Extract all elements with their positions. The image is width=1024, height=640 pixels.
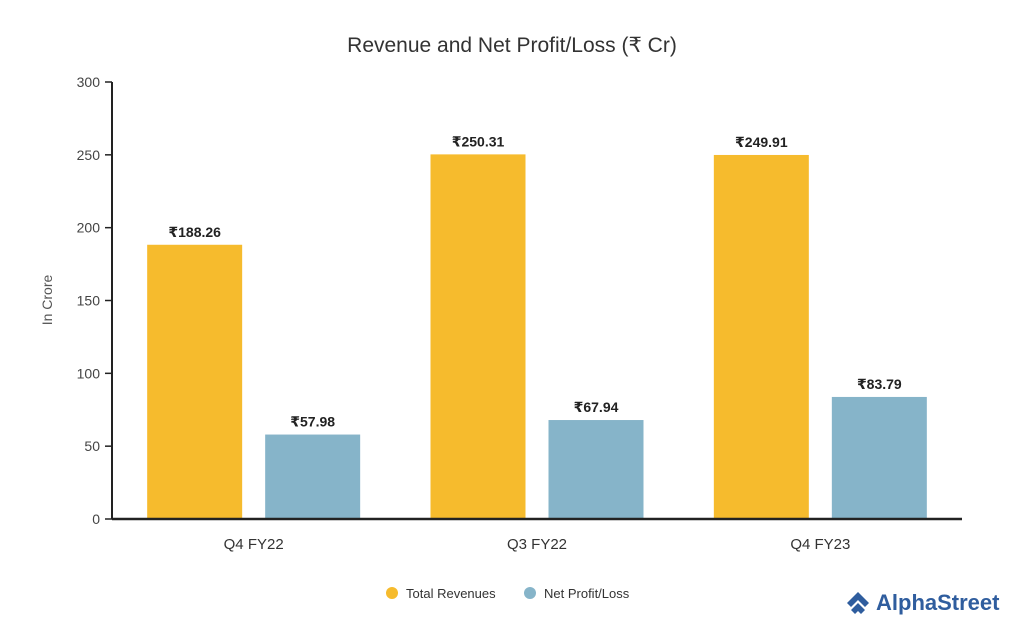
bar-net-profit-loss-2 xyxy=(831,396,927,519)
y-axis-title: In Crore xyxy=(39,275,55,326)
brand-name: AlphaStreet xyxy=(876,590,1000,615)
legend-swatch xyxy=(386,587,398,599)
legend-swatch xyxy=(524,587,536,599)
bar-net-profit-loss-0 xyxy=(265,434,361,519)
y-tick-label: 300 xyxy=(77,74,101,90)
alphastreet-logo-icon xyxy=(847,592,869,607)
x-category-label: Q4 FY22 xyxy=(224,536,284,553)
y-tick-label: 0 xyxy=(92,511,100,527)
x-category-label: Q3 FY22 xyxy=(507,536,567,553)
data-label: ₹188.26 xyxy=(168,224,221,240)
brand-logo: AlphaStreet xyxy=(847,590,1000,615)
legend-label: Total Revenues xyxy=(406,586,496,601)
data-label: ₹83.79 xyxy=(857,376,902,392)
bar-total-revenues-0 xyxy=(147,244,243,519)
y-tick-label: 150 xyxy=(77,293,101,309)
data-label: ₹249.91 xyxy=(735,134,788,150)
y-tick-label: 50 xyxy=(84,438,100,454)
y-tick-label: 200 xyxy=(77,220,101,236)
alphastreet-logo-icon-lower xyxy=(851,603,865,614)
bar-total-revenues-2 xyxy=(713,154,809,520)
data-label: ₹57.98 xyxy=(290,414,335,430)
bar-net-profit-loss-1 xyxy=(548,420,644,519)
legend-label: Net Profit/Loss xyxy=(544,586,630,601)
y-tick-label: 250 xyxy=(77,147,101,163)
data-label: ₹250.31 xyxy=(452,133,505,149)
chart-title: Revenue and Net Profit/Loss (₹ Cr) xyxy=(347,34,677,57)
data-label: ₹67.94 xyxy=(574,399,619,415)
bar-total-revenues-1 xyxy=(430,154,526,519)
x-category-label: Q4 FY23 xyxy=(790,536,850,553)
y-tick-label: 100 xyxy=(77,365,101,381)
